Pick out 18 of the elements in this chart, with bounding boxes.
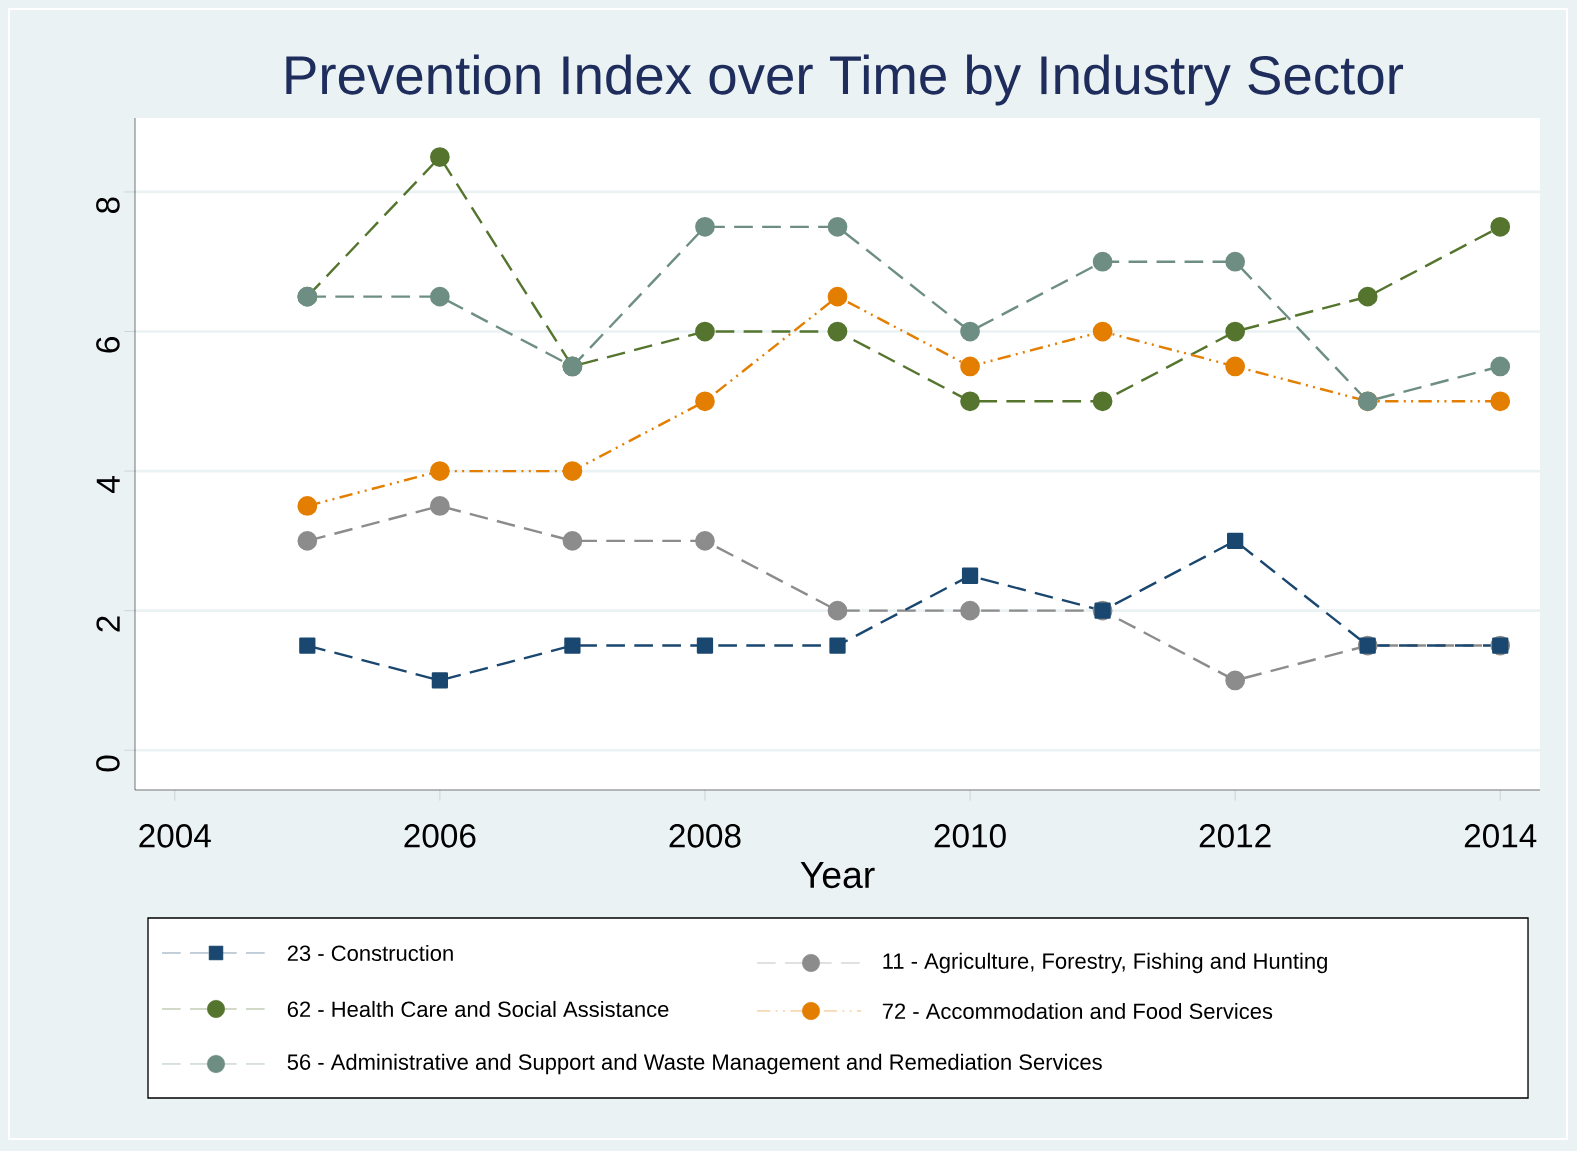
legend-label: 62 - Health Care and Social Assistance bbox=[287, 1000, 669, 1018]
legend-label: 56 - Administrative and Support and Waste Management and Remediation Services bbox=[287, 1053, 1102, 1075]
y-tick-label: 2 bbox=[96, 616, 120, 632]
y-tick-label: 4 bbox=[96, 476, 120, 493]
y-tick-label: 0 bbox=[96, 755, 120, 772]
x-tick-label: 2012 bbox=[1199, 824, 1271, 848]
x-tick-label: 2004 bbox=[139, 824, 211, 848]
chart-title: Prevention Index over Time by Industry Sector bbox=[286, 54, 1404, 106]
x-tick-label: 2010 bbox=[934, 824, 1006, 848]
legend-label: 11 - Agriculture, Forestry, Fishing and Hunting bbox=[883, 952, 1327, 974]
x-tick-label: 2008 bbox=[669, 824, 741, 848]
y-tick-label: 8 bbox=[96, 197, 120, 214]
y-tick-label: 6 bbox=[96, 337, 120, 353]
x-tick-label: 2014 bbox=[1464, 824, 1537, 848]
legend-label: 23 - Construction bbox=[287, 944, 453, 962]
x-axis-title: Year bbox=[800, 862, 875, 889]
x-tick-label: 2006 bbox=[404, 824, 476, 848]
legend-label: 72 - Accommodation and Food Services bbox=[882, 1002, 1273, 1020]
